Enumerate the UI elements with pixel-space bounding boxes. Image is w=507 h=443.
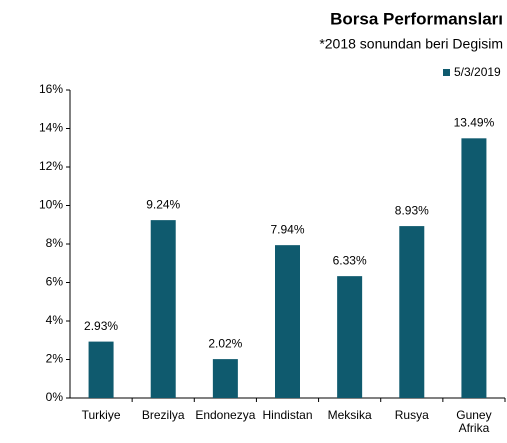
y-tick-label: 6% (46, 275, 64, 289)
data-label: 6.33% (333, 253, 367, 267)
y-tick-label: 14% (39, 121, 63, 135)
legend-label: 5/3/2019 (454, 65, 501, 79)
data-label: 13.49% (454, 115, 495, 129)
data-label: 9.24% (146, 197, 180, 211)
y-tick-label: 12% (39, 159, 63, 173)
x-tick-label: Brezilya (142, 408, 185, 422)
bar (88, 341, 114, 398)
bar (337, 276, 363, 398)
chart-title: Borsa Performansları (330, 9, 503, 28)
x-tick-label: Meksika (328, 408, 372, 422)
bar (399, 226, 425, 398)
x-tick-label: Guney Afrika (456, 408, 491, 435)
y-tick-label: 0% (46, 390, 64, 404)
data-label: 8.93% (395, 203, 429, 217)
bar (275, 245, 300, 398)
x-tick-label: Hindistan (262, 408, 312, 422)
bar (461, 138, 487, 398)
data-label: 2.93% (84, 319, 118, 333)
x-tick-label: Turkiye (82, 408, 121, 422)
x-tick-label: Rusya (395, 408, 429, 422)
bar (150, 220, 176, 398)
y-tick-label: 8% (46, 236, 64, 250)
y-tick-label: 4% (46, 313, 64, 327)
bar (212, 359, 238, 398)
data-label: 2.02% (208, 336, 242, 350)
y-tick-label: 16% (39, 82, 63, 96)
data-label: 7.94% (270, 222, 304, 236)
legend-swatch (443, 69, 450, 76)
y-tick-label: 2% (46, 352, 64, 366)
y-tick-label: 10% (39, 198, 63, 212)
chart-subtitle: *2018 sonundan beri Degisim (319, 36, 503, 52)
x-tick-label: Endonezya (195, 408, 255, 422)
